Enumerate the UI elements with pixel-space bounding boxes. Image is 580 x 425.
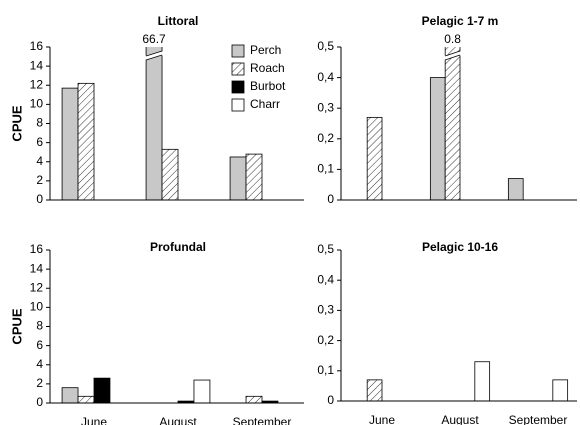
bar	[61, 387, 79, 404]
x-tick-label: June	[369, 413, 395, 425]
y-axis-title: CPUE	[9, 308, 24, 344]
axis-break-line	[145, 54, 163, 61]
bar	[552, 379, 569, 402]
y-tick-label: 0,2	[317, 131, 334, 145]
y-tick-label: 10	[30, 97, 44, 111]
y-tick-label: 0,5	[317, 242, 334, 256]
y-tick-label: 8	[36, 116, 43, 130]
legend-label: Charr	[250, 97, 280, 111]
y-tick-label: 2	[36, 376, 43, 390]
x-tick-label: August	[159, 415, 197, 425]
legend-label: Burbot	[250, 79, 286, 93]
bar	[145, 47, 163, 201]
x-tick-label: August	[441, 413, 479, 425]
bar	[245, 395, 263, 404]
y-tick-label: 0,4	[317, 272, 334, 286]
legend-swatch	[231, 62, 245, 76]
axis-break-line	[145, 50, 163, 57]
bar	[245, 153, 263, 201]
y-tick-label: 12	[30, 77, 44, 91]
y-tick-label: 16	[30, 242, 44, 256]
y-tick-label: 4	[36, 357, 43, 371]
y-tick-label: 8	[36, 319, 43, 333]
y-tick-label: 0,2	[317, 333, 334, 347]
bar	[161, 148, 179, 201]
y-tick-label: 14	[30, 58, 44, 72]
y-tick-label: 10	[30, 300, 44, 314]
chart-title: Pelagic 1-7 m	[422, 14, 499, 28]
bar	[193, 379, 211, 404]
x-tick-label: September	[233, 415, 292, 425]
y-axis-title: CPUE	[9, 105, 24, 141]
y-tick-label: 14	[30, 261, 44, 275]
legend-swatch	[231, 44, 245, 58]
y-tick-label: 16	[30, 39, 44, 53]
legend-label: Perch	[250, 43, 281, 57]
y-tick-label: 0	[327, 192, 334, 206]
value-label: 0.8	[444, 32, 461, 46]
y-tick-label: 6	[36, 338, 43, 352]
bar	[444, 47, 461, 201]
chart-title: Pelagic 10-16	[422, 240, 498, 254]
y-tick-label: 0	[36, 192, 43, 206]
x-tick-label: June	[81, 415, 107, 425]
bar	[474, 361, 491, 402]
y-tick-label: 0,1	[317, 162, 334, 176]
bar	[507, 178, 524, 201]
bar	[366, 379, 383, 402]
y-tick-label: 0	[36, 395, 43, 409]
value-label: 66.7	[142, 32, 166, 46]
bar	[77, 395, 95, 404]
y-tick-label: 0,5	[317, 39, 334, 53]
y-tick-label: 0,1	[317, 363, 334, 377]
bar	[429, 77, 446, 201]
y-tick-label: 6	[36, 135, 43, 149]
y-tick-label: 0,3	[317, 303, 334, 317]
y-tick-label: 0,4	[317, 70, 334, 84]
axis-break	[443, 51, 462, 60]
legend-swatch	[231, 98, 245, 112]
axis-break-line	[445, 50, 461, 57]
legend-label: Roach	[250, 61, 285, 75]
chart-title: Littoral	[158, 14, 199, 28]
y-tick-label: 2	[36, 173, 43, 187]
x-tick-label: September	[509, 413, 568, 425]
bar	[366, 116, 383, 201]
y-tick-label: 12	[30, 280, 44, 294]
axis-break-line	[445, 54, 461, 61]
bar	[77, 82, 95, 201]
chart-title: Profundal	[150, 240, 206, 254]
y-tick-label: 0,3	[317, 100, 334, 114]
y-tick-label: 0	[327, 393, 334, 407]
y-tick-label: 4	[36, 154, 43, 168]
bar	[229, 156, 247, 201]
bar	[61, 87, 79, 201]
legend-swatch	[231, 80, 245, 94]
bar	[93, 377, 111, 404]
axis-break	[144, 51, 165, 60]
